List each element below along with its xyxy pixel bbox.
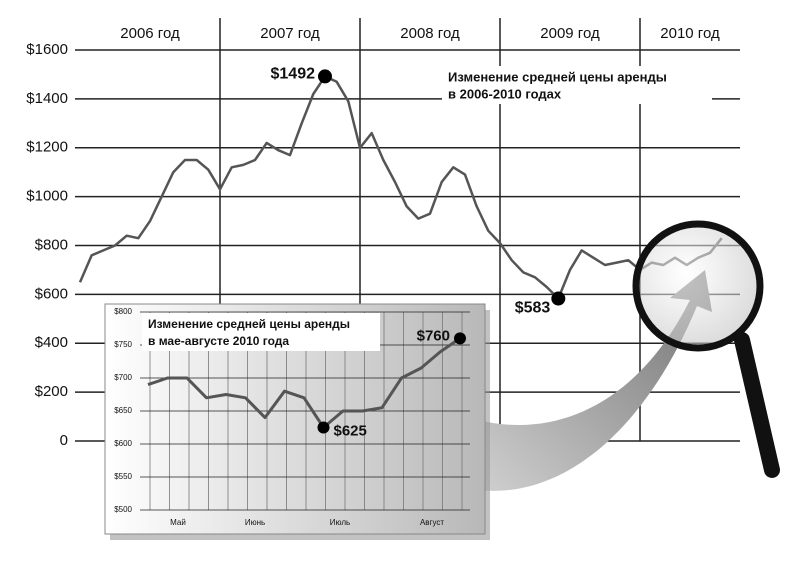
annotation-text: Изменение средней цены аренды <box>148 317 350 331</box>
x-tick-label: Август <box>420 518 444 527</box>
x-tick-label: Май <box>170 518 186 527</box>
main-chart: 2006 год 2007 год 2008 год 2009 год 2010 год… <box>26 18 740 449</box>
year-label: 2010 год <box>660 25 720 42</box>
value-label: $760 <box>417 327 450 344</box>
y-tick-label: $1200 <box>26 139 68 156</box>
y-tick-label: $550 <box>114 472 132 481</box>
y-tick-label: $1600 <box>26 41 68 58</box>
y-tick-label: $700 <box>114 373 132 382</box>
annotation-box <box>142 313 380 351</box>
y-tick-label: $1000 <box>26 188 68 205</box>
annotation-text: в мае-августе 2010 года <box>148 334 289 348</box>
y-tick-label: $500 <box>114 505 132 514</box>
annotation-box <box>442 66 712 104</box>
y-tick-label: $800 <box>35 236 68 253</box>
magnifier <box>632 220 780 478</box>
year-label: 2008 год <box>400 25 460 42</box>
point-marker <box>317 421 330 434</box>
y-tick-label: $400 <box>35 334 68 351</box>
magnifier-lens <box>632 220 764 352</box>
magnifier-handle <box>734 332 780 478</box>
year-label: 2007 год <box>260 25 320 42</box>
inset-chart: Май Июнь Июль Август $500 $550 $600 $650 $700 $75… <box>104 303 490 540</box>
price-line <box>78 75 723 300</box>
point-marker <box>454 332 466 345</box>
price-line <box>147 337 461 429</box>
year-label: 2006 год <box>120 25 180 42</box>
x-tick-label: Июнь <box>245 518 265 527</box>
year-label: 2009 год <box>540 25 600 42</box>
point-marker <box>551 291 566 306</box>
x-tick-label: Июль <box>330 518 350 527</box>
y-tick-label: $750 <box>114 340 132 349</box>
y-tick-label: $600 <box>114 439 132 448</box>
y-tick-label: $200 <box>35 383 68 400</box>
y-tick-label: $800 <box>114 307 132 316</box>
point-marker <box>318 69 332 84</box>
y-tick-label: $1400 <box>26 90 68 107</box>
arrow <box>478 270 712 491</box>
y-tick-label: $650 <box>114 406 132 415</box>
y-tick-label: 0 <box>60 432 68 449</box>
annotation-text: Изменение средней цены аренды <box>448 69 667 84</box>
y-tick-label: $600 <box>35 285 68 302</box>
value-label: $625 <box>334 422 367 439</box>
annotation-text: в 2006-2010 годах <box>448 86 562 101</box>
value-label: $583 <box>515 300 551 317</box>
value-label: $1492 <box>271 66 316 83</box>
